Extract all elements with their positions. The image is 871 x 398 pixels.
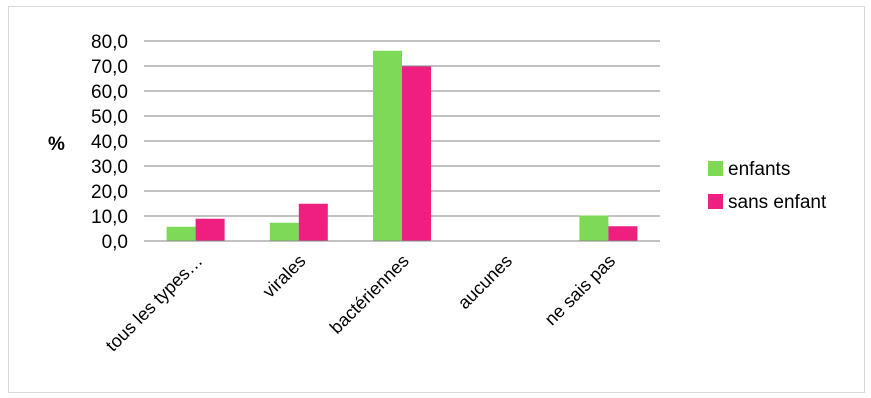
legend: enfants sans enfant [708,159,827,213]
bar-enfants [579,215,609,241]
y-tick-label: 30,0 [91,157,128,178]
bars [166,50,638,241]
legend-entry: sans enfant [728,192,827,213]
y-tick-label: 0,0 [102,232,128,253]
y-axis-label: % [48,134,65,155]
y-tick-label: 20,0 [91,182,128,203]
y-tick-label: 10,0 [91,207,128,228]
bar-enfants [373,50,402,241]
x-category-label: aucunes [454,251,516,313]
bar-enfants [269,222,299,241]
y-tick-label: 40,0 [91,132,128,153]
bar-sans-enfant [298,203,328,241]
legend-entry: enfants [728,159,790,180]
y-tick-label: 60,0 [91,82,128,103]
legend-swatch [708,194,723,209]
bar-sans-enfant [402,66,431,241]
x-category-label: bactériennes [326,251,413,338]
y-tick-label: 50,0 [91,107,128,128]
y-tick-label: 80,0 [91,32,128,53]
y-tick-label: 70,0 [91,57,128,78]
bar-sans-enfant [608,226,638,241]
bar-enfants [166,226,196,241]
x-category-label: ne sais pas [541,251,620,330]
legend-swatch [708,161,723,176]
y-axis-ticks: 0,0 10,0 20,0 30,0 40,0 50,0 60,0 70,0 80,0 [91,32,128,253]
bar-sans-enfant [195,218,225,241]
x-axis-categories: tous les types… virales bactériennes aucune… [102,251,619,356]
x-category-label: tous les types… [102,251,207,356]
x-category-label: virales [259,251,310,302]
